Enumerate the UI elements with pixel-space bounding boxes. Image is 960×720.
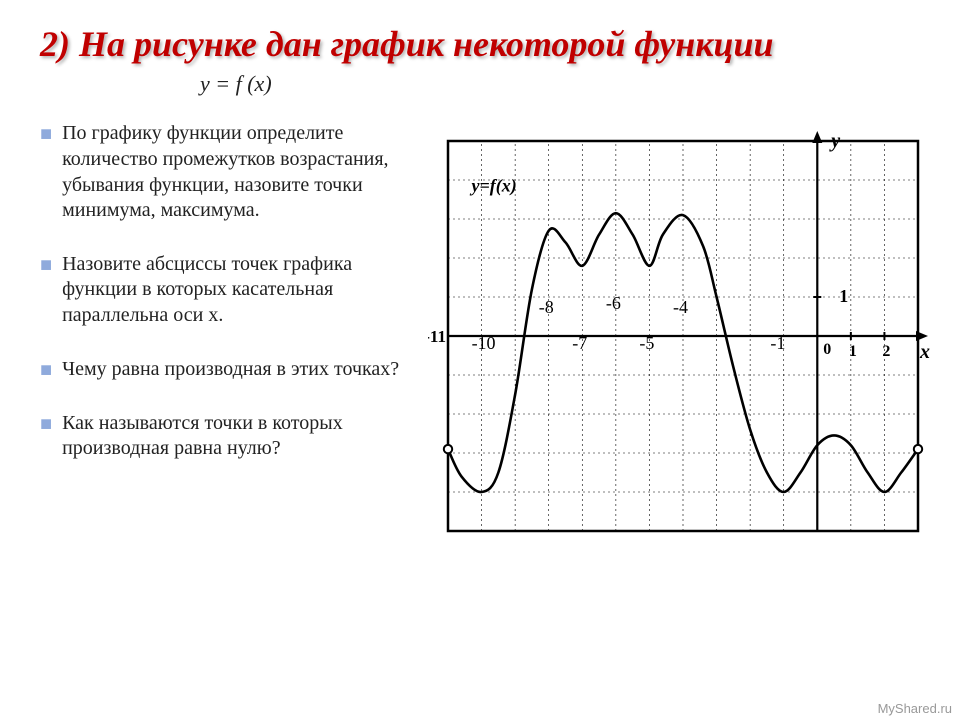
function-graph: -11 0 1 2 1 x y y=f(x) -10 -8 -7 -6 -5 -4 -1 [428, 121, 938, 551]
svg-text:2: 2 [882, 343, 890, 360]
overlay-number: -8 [539, 297, 554, 318]
slide: 2) На рисунке дан график некоторой функц… [0, 0, 960, 720]
svg-text:1: 1 [849, 343, 857, 360]
formula: y = f (x) [200, 71, 924, 97]
overlay-number: -1 [770, 333, 785, 354]
bullet-item: ■ По графику функции определите количест… [40, 121, 420, 223]
graph-svg: -11 0 1 2 1 x y y=f(x) [428, 121, 938, 551]
bullet-marker-icon: ■ [40, 411, 52, 437]
svg-text:y: y [829, 130, 840, 152]
chart-column: -11 0 1 2 1 x y y=f(x) -10 -8 -7 -6 -5 -4 -1 [428, 121, 948, 551]
overlay-number: -7 [572, 333, 587, 354]
bullet-item: ■ Как называются точки в которых произво… [40, 411, 420, 462]
bullet-marker-icon: ■ [40, 121, 52, 147]
bullet-item: ■ Назовите абсциссы точек графика функци… [40, 252, 420, 329]
overlay-number: -10 [472, 333, 496, 354]
bullet-text: Назовите абсциссы точек графика функции … [62, 252, 420, 329]
footer-watermark: MyShared.ru [878, 701, 952, 716]
bullet-list: ■ По графику функции определите количест… [40, 121, 428, 551]
bullet-item: ■ Чему равна производная в этих точках? [40, 357, 420, 383]
overlay-number: -4 [673, 297, 688, 318]
svg-text:-11: -11 [428, 327, 446, 346]
content-row: ■ По графику функции определите количест… [40, 121, 924, 551]
overlay-number: -6 [606, 293, 621, 314]
slide-title: 2) На рисунке дан график некоторой функц… [40, 24, 924, 65]
svg-text:1: 1 [839, 286, 848, 306]
bullet-text: Как называются точки в которых производн… [62, 411, 420, 462]
bullet-text: По графику функции определите количество… [62, 121, 420, 223]
svg-text:0: 0 [823, 341, 831, 358]
svg-text:x: x [919, 341, 930, 363]
bullet-marker-icon: ■ [40, 252, 52, 278]
bullet-text: Чему равна производная в этих точках? [62, 357, 399, 383]
overlay-number: -5 [639, 333, 654, 354]
svg-text:y=f(x): y=f(x) [470, 176, 517, 197]
bullet-marker-icon: ■ [40, 357, 52, 383]
